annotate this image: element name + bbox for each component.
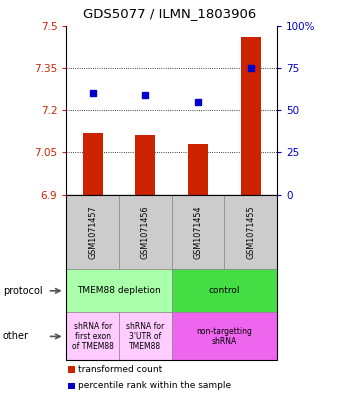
Text: shRNA for
first exon
of TMEM88: shRNA for first exon of TMEM88 xyxy=(72,321,114,351)
Text: shRNA for
3'UTR of
TMEM88: shRNA for 3'UTR of TMEM88 xyxy=(126,321,165,351)
Text: control: control xyxy=(209,286,240,295)
Text: GSM1071457: GSM1071457 xyxy=(88,205,97,259)
Text: other: other xyxy=(3,331,29,342)
Text: GSM1071456: GSM1071456 xyxy=(141,205,150,259)
Bar xyxy=(83,132,103,195)
Bar xyxy=(135,135,155,195)
Bar xyxy=(241,37,261,195)
Text: GSM1071454: GSM1071454 xyxy=(193,205,203,259)
Text: percentile rank within the sample: percentile rank within the sample xyxy=(78,382,231,390)
Text: non-targetting
shRNA: non-targetting shRNA xyxy=(197,327,252,346)
Text: protocol: protocol xyxy=(3,286,42,296)
Text: GDS5077 / ILMN_1803906: GDS5077 / ILMN_1803906 xyxy=(83,7,257,20)
Bar xyxy=(188,144,208,195)
Text: transformed count: transformed count xyxy=(78,365,163,374)
Text: TMEM88 depletion: TMEM88 depletion xyxy=(77,286,161,295)
Text: GSM1071455: GSM1071455 xyxy=(246,205,255,259)
